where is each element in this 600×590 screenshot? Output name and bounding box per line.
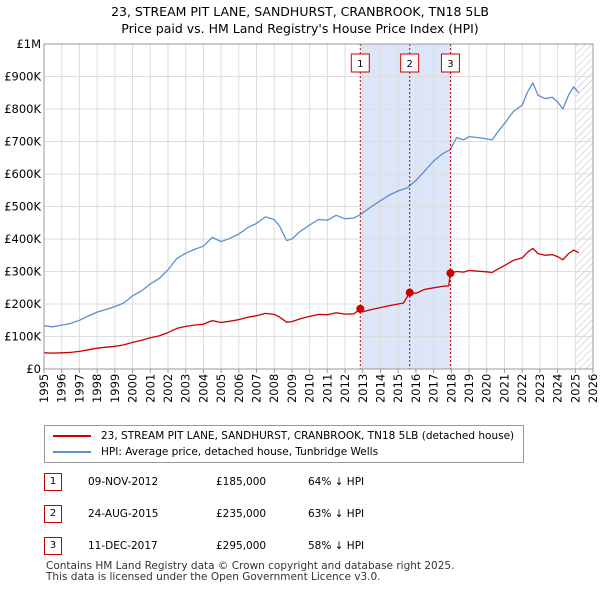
- legend-item-property: 23, STREAM PIT LANE, SANDHURST, CRANBROO…: [53, 428, 514, 444]
- chart-title: 23, STREAM PIT LANE, SANDHURST, CRANBROO…: [111, 4, 489, 19]
- sale-number-badge: 3: [44, 537, 62, 555]
- y-tick-label: £0: [26, 362, 41, 376]
- y-tick-label: £1M: [16, 37, 41, 51]
- x-tick-label: 2023: [533, 374, 547, 403]
- chart-subtitle: Price paid vs. HM Land Registry's House …: [121, 21, 479, 36]
- sale-price: £235,000: [216, 508, 267, 520]
- sale-number-badge: 1: [44, 473, 62, 491]
- sale-hpi-relation: 58% ↓ HPI: [308, 540, 365, 552]
- sale-price: £295,000: [216, 540, 267, 552]
- y-tick-label: £900K: [4, 70, 41, 84]
- x-tick-label: 2011: [320, 374, 334, 403]
- x-tick-label: 1997: [72, 374, 86, 403]
- legend-item-hpi: HPI: Average price, detached house, Tunb…: [53, 444, 378, 460]
- footer-copyright: Contains HM Land Registry data © Crown c…: [46, 560, 455, 572]
- x-tick-label: 2012: [338, 374, 352, 403]
- transaction-label: 3: [447, 59, 453, 70]
- x-tick-label: 2020: [480, 374, 494, 403]
- x-tick-label: 2001: [143, 374, 157, 403]
- series-line-hpi: [43, 82, 580, 328]
- sale-date: 09-NOV-2012: [88, 476, 159, 488]
- legend-swatch-blue: [53, 451, 91, 453]
- transaction-label-box: [400, 53, 420, 73]
- transaction-label: 2: [407, 59, 413, 70]
- legend-label-property: 23, STREAM PIT LANE, SANDHURST, CRANBROO…: [101, 430, 515, 442]
- transaction-point: [405, 288, 414, 297]
- x-tick-label: 2008: [267, 374, 281, 403]
- x-tick-label: 2005: [214, 374, 228, 403]
- series-line-property: [43, 247, 580, 354]
- legend: 23, STREAM PIT LANE, SANDHURST, CRANBROO…: [44, 425, 524, 463]
- x-tick-label: 2000: [126, 374, 140, 403]
- footer-licence: This data is licensed under the Open Gov…: [46, 571, 381, 583]
- sale-number-badge: 2: [44, 505, 62, 523]
- sale-hpi-relation: 63% ↓ HPI: [308, 508, 365, 520]
- x-tick-label: 2021: [497, 374, 511, 403]
- legend-label-hpi: HPI: Average price, detached house, Tunb…: [101, 446, 379, 458]
- plot-frame: [43, 43, 594, 370]
- sale-date: 24-AUG-2015: [88, 508, 159, 520]
- x-tick-label: 2009: [285, 374, 299, 403]
- x-tick-label: 1999: [108, 374, 122, 403]
- x-tick-label: 2017: [427, 374, 441, 403]
- x-tick-label: 2004: [196, 374, 210, 403]
- x-tick-label: 2016: [409, 374, 423, 403]
- y-tick-label: £500K: [4, 200, 41, 214]
- x-tick-label: 1998: [90, 374, 104, 403]
- legend-swatch-red: [53, 435, 91, 437]
- x-tick-label: 2019: [462, 374, 476, 403]
- x-tick-label: 1995: [37, 374, 51, 403]
- transaction-label-box: [350, 53, 370, 73]
- price-chart: 1 2 3 £0 £100K £200K £300K £400K £500K £600K £700…: [4, 37, 600, 403]
- x-tick-label: 1996: [55, 374, 69, 403]
- sale-hpi-relation: 64% ↓ HPI: [308, 476, 365, 488]
- x-tick-label: 2002: [161, 374, 175, 403]
- x-tick-label: 2024: [551, 374, 565, 403]
- y-tick-label: £600K: [4, 167, 41, 181]
- x-tick-label: 2025: [568, 374, 582, 403]
- x-tick-label: 2010: [303, 374, 317, 403]
- y-tick-label: £700K: [4, 135, 41, 149]
- x-tick-label: 2022: [515, 374, 529, 403]
- x-tick-label: 2015: [391, 374, 405, 403]
- transaction-label-box: [440, 53, 460, 73]
- x-tick-label: 2026: [586, 374, 600, 403]
- x-tick-label: 2003: [179, 374, 193, 403]
- x-tick-label: 2014: [373, 374, 387, 403]
- x-tick-label: 2006: [232, 374, 246, 403]
- y-tick-label: £200K: [4, 297, 41, 311]
- sale-date: 11-DEC-2017: [88, 540, 158, 552]
- y-tick-label: £800K: [4, 102, 41, 116]
- y-tick-label: £300K: [4, 265, 41, 279]
- y-tick-label: £100K: [4, 330, 41, 344]
- transaction-label: 1: [357, 59, 363, 70]
- x-tick-label: 2007: [250, 374, 264, 403]
- x-tick-label: 2018: [444, 374, 458, 403]
- transaction-point: [356, 304, 365, 313]
- y-tick-label: £400K: [4, 232, 41, 246]
- sale-price: £185,000: [216, 476, 267, 488]
- x-tick-label: 2013: [356, 374, 370, 403]
- transaction-point: [446, 269, 455, 278]
